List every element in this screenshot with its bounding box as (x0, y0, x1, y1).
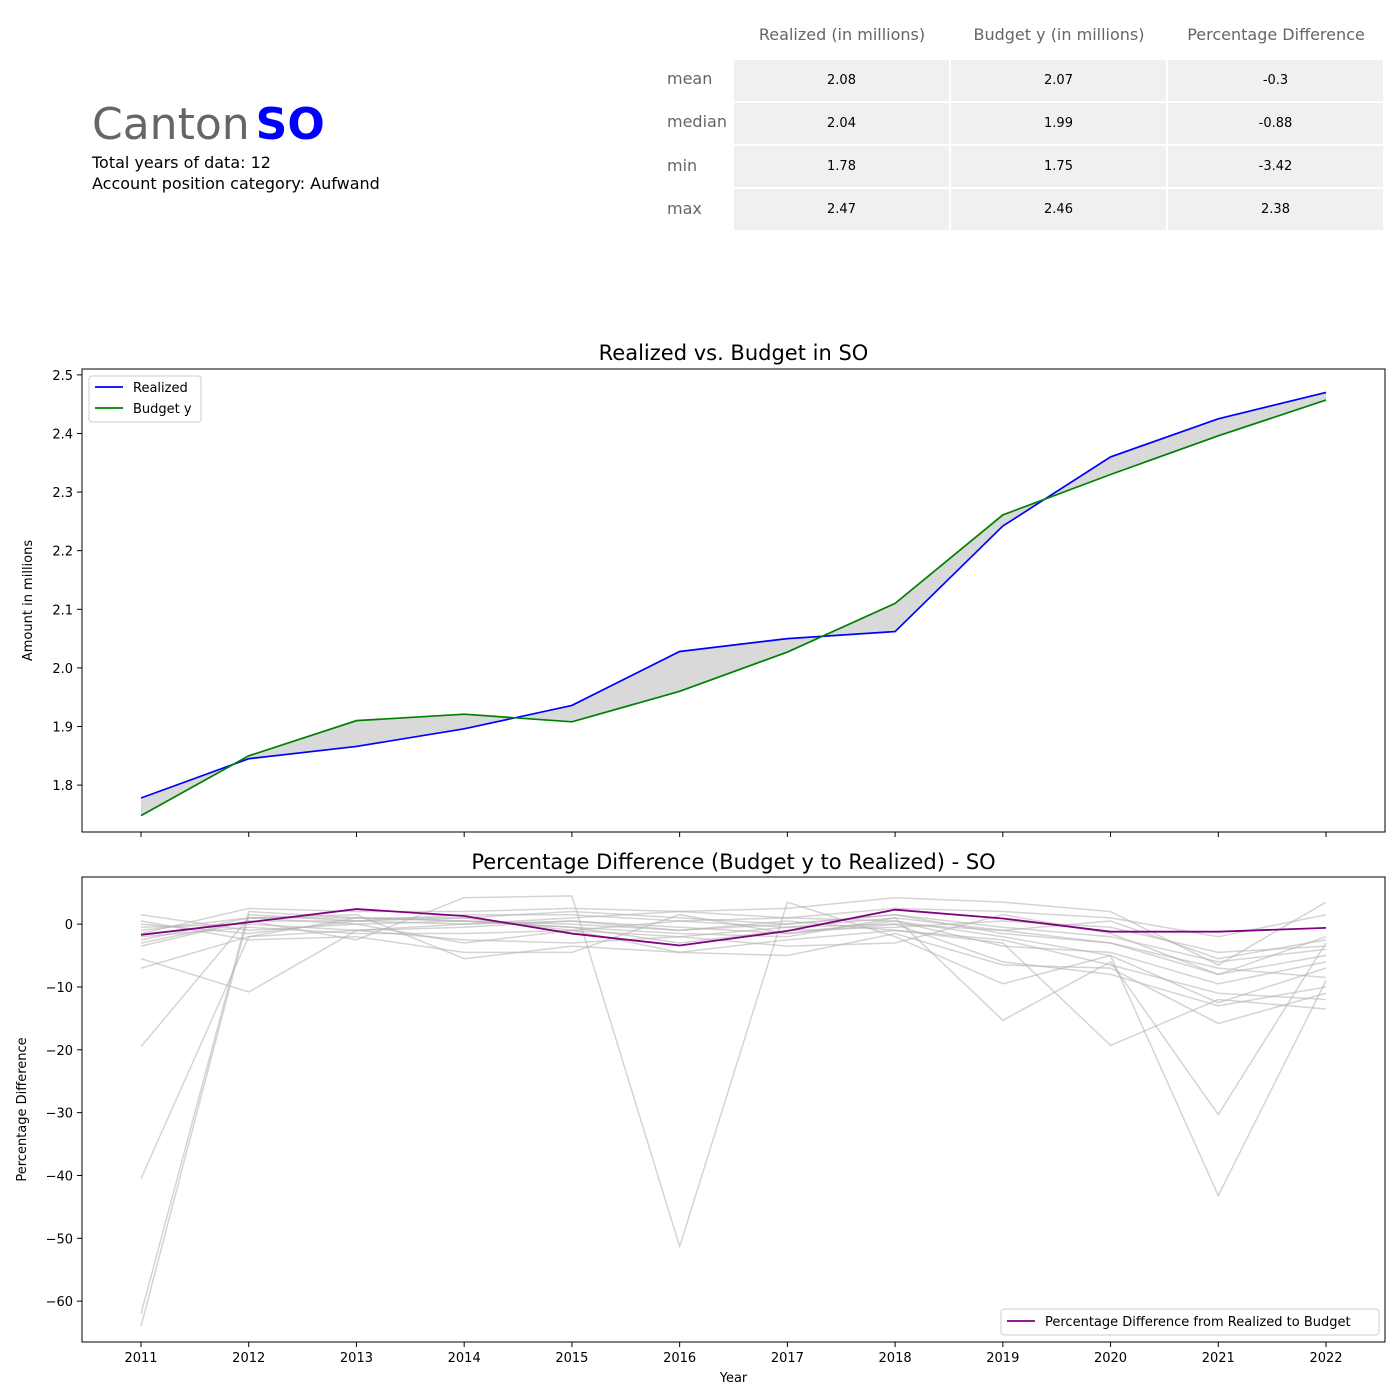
category-text: Account position category: Aufwand (92, 174, 380, 193)
background-pct-line (140, 913, 1327, 1327)
legend-pct-label: Percentage Difference from Realized to B… (1045, 1315, 1351, 1330)
chart2-xtick-label: 2014 (448, 1351, 481, 1366)
background-pct-line (140, 913, 1327, 976)
stats-cell: 2.07 (951, 60, 1166, 101)
background-pct-line (140, 910, 1327, 979)
chart1-ytick-label: 2.5 (52, 369, 73, 384)
canton-code: SO (255, 99, 325, 150)
stats-table: Realized (in millions) Budget y (in mill… (0, 0, 1400, 240)
pct-difference-line (140, 908, 1327, 947)
stats-cell: 2.04 (734, 103, 949, 144)
canton-title: Canton SO (92, 100, 380, 150)
chart2-ytick-label: 0 (65, 918, 73, 933)
chart2-ytick-label: −50 (46, 1232, 73, 1247)
canton-header: Canton SO Total years of data: 12 Account… (92, 100, 380, 194)
chart1-title: Realized vs. Budget in SO (599, 341, 869, 365)
chart2-ytick-label: −20 (46, 1044, 73, 1059)
stats-cell: 1.99 (951, 103, 1166, 144)
chart1-ylabel: Amount in millions (21, 540, 36, 662)
chart2-title: Percentage Difference (Budget y to Reali… (471, 850, 995, 874)
chart2-xtick-label: 2015 (555, 1351, 588, 1366)
legend-realized-label: Realized (133, 381, 188, 396)
chart2-xtick-label: 2011 (124, 1351, 157, 1366)
stats-row-label-min: min (667, 156, 698, 175)
background-pct-line (140, 920, 1327, 1047)
difference-fill-area (141, 392, 1326, 816)
realized-line (140, 391, 1327, 799)
chart2-frame (81, 876, 1386, 1343)
chart2-ytick-label: −40 (46, 1169, 73, 1184)
background-pct-line (140, 910, 1327, 1179)
total-years-text: Total years of data: 12 (92, 153, 271, 172)
chart1-ytick-label: 1.9 (52, 721, 73, 736)
budget-line (140, 399, 1327, 817)
chart2-legend-box (1000, 1308, 1380, 1336)
background-pct-line (140, 920, 1327, 960)
chart2-xtick-label: 2020 (1094, 1351, 1127, 1366)
chart2-ytick-label: −30 (46, 1107, 73, 1122)
legend-budget-label: Budget y (133, 402, 192, 417)
stats-cell: 1.75 (951, 146, 1166, 187)
stats-cell: 1.78 (734, 146, 949, 187)
chart2-ytick-label: −10 (46, 981, 73, 996)
background-pct-line (140, 913, 1327, 1025)
background-pct-line (140, 907, 1327, 938)
chart2-xtick-label: 2017 (771, 1351, 804, 1366)
stats-row-label-max: max (667, 199, 702, 218)
stats-cell: 2.38 (1168, 189, 1383, 230)
stats-col-header-realized: Realized (in millions) (758, 25, 926, 44)
chart2-xtick-label: 2016 (663, 1351, 696, 1366)
stats-cell: -3.42 (1168, 146, 1383, 187)
chart2-xlabel: Year (719, 1371, 748, 1386)
chart2-xtick-label: 2019 (986, 1351, 1019, 1366)
chart2-xtick-label: 2022 (1309, 1351, 1342, 1366)
stats-row-label-median: median (667, 112, 727, 131)
chart1-ytick-label: 2.2 (52, 545, 73, 560)
chart1-ytick-label: 2.3 (52, 486, 73, 501)
chart1-ytick-label: 2.0 (52, 662, 73, 677)
stats-cell: -0.88 (1168, 103, 1383, 144)
chart1-ytick-label: 2.1 (52, 603, 73, 618)
chart1-frame (81, 368, 1386, 833)
stats-col-header-budget: Budget y (in millions) (973, 25, 1145, 44)
background-pct-line (140, 926, 1327, 1001)
chart2-ytick-label: −60 (46, 1295, 73, 1310)
stats-col-header-pct: Percentage Difference (1187, 25, 1365, 44)
stats-row-label-mean: mean (667, 69, 713, 88)
chart2-xtick-label: 2018 (879, 1351, 912, 1366)
stats-cell: 2.46 (951, 189, 1166, 230)
background-pct-line (140, 913, 1327, 985)
stats-cell: 2.08 (734, 60, 949, 101)
chart2-ylabel: Percentage Difference (15, 1037, 30, 1181)
chart2-xtick-label: 2012 (232, 1351, 265, 1366)
chart1-ytick-label: 2.4 (52, 427, 73, 442)
stats-cell: -0.3 (1168, 60, 1383, 101)
stats-cell: 2.47 (734, 189, 949, 230)
chart1-ytick-label: 1.8 (52, 779, 73, 794)
chart2-xtick-label: 2013 (340, 1351, 373, 1366)
chart2-xtick-label: 2021 (1202, 1351, 1235, 1366)
canton-word: Canton (92, 99, 250, 150)
